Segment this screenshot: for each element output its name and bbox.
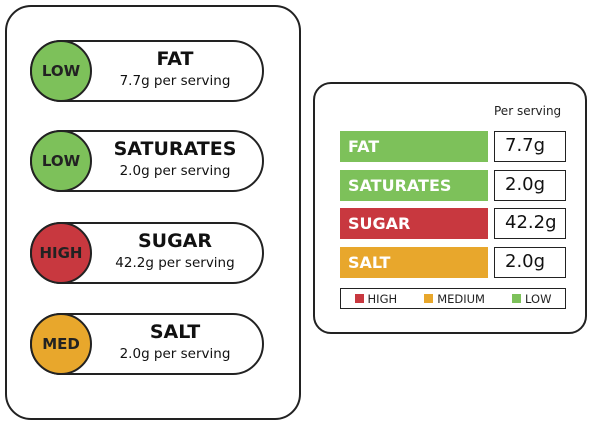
traffic-light-pill: LOW SATURATES 2.0g per serving [30,130,264,192]
legend-swatch [354,294,364,303]
legend-item: MEDIUM [424,292,485,306]
legend-label: LOW [525,291,552,306]
traffic-light-pill: HIGH SUGAR 42.2g per serving [30,222,264,284]
nutrient-bar: SUGAR [340,208,488,239]
level-badge: LOW [30,130,92,192]
level-badge: LOW [30,40,92,102]
traffic-light-pill: MED SALT 2.0g per serving [30,313,264,375]
legend-item: LOW [512,292,551,306]
nutrient-bar: SALT [340,247,488,278]
level-badge: MED [30,313,92,375]
nutrient-text: FAT 7.7g per serving [94,46,256,90]
legend-label: HIGH [367,291,398,306]
nutrient-value: 2.0g [494,170,566,201]
nutrient-amount: 7.7g per serving [119,73,231,89]
nutrient-bar: SATURATES [340,170,488,201]
per-serving-header: Per serving [494,104,562,118]
nutrient-name: SUGAR [137,230,213,252]
level-badge: HIGH [30,222,92,284]
nutrient-name: FAT [156,48,194,70]
nutrient-name: SATURATES [113,138,237,160]
legend-item: HIGH [354,291,398,306]
legend-label: MEDIUM [437,291,485,306]
nutrient-value: 42.2g [494,208,566,239]
nutrient-name: SALT [149,321,201,343]
nutrient-text: SALT 2.0g per serving [94,319,256,363]
nutrient-value: 7.7g [494,131,566,162]
nutrient-value: 2.0g [494,247,566,278]
nutrient-text: SATURATES 2.0g per serving [94,136,256,180]
legend: HIGH MEDIUM LOW [340,288,566,309]
legend-swatch [512,294,522,303]
nutrient-amount: 2.0g per serving [119,163,231,179]
nutrient-text: SUGAR 42.2g per serving [94,228,256,272]
back-panel [313,82,587,334]
legend-swatch [424,294,434,303]
nutrient-amount: 2.0g per serving [119,346,231,362]
front-panel [5,5,301,420]
nutrient-bar: FAT [340,131,488,162]
nutrient-amount: 42.2g per serving [115,255,235,271]
traffic-light-pill: LOW FAT 7.7g per serving [30,40,264,102]
